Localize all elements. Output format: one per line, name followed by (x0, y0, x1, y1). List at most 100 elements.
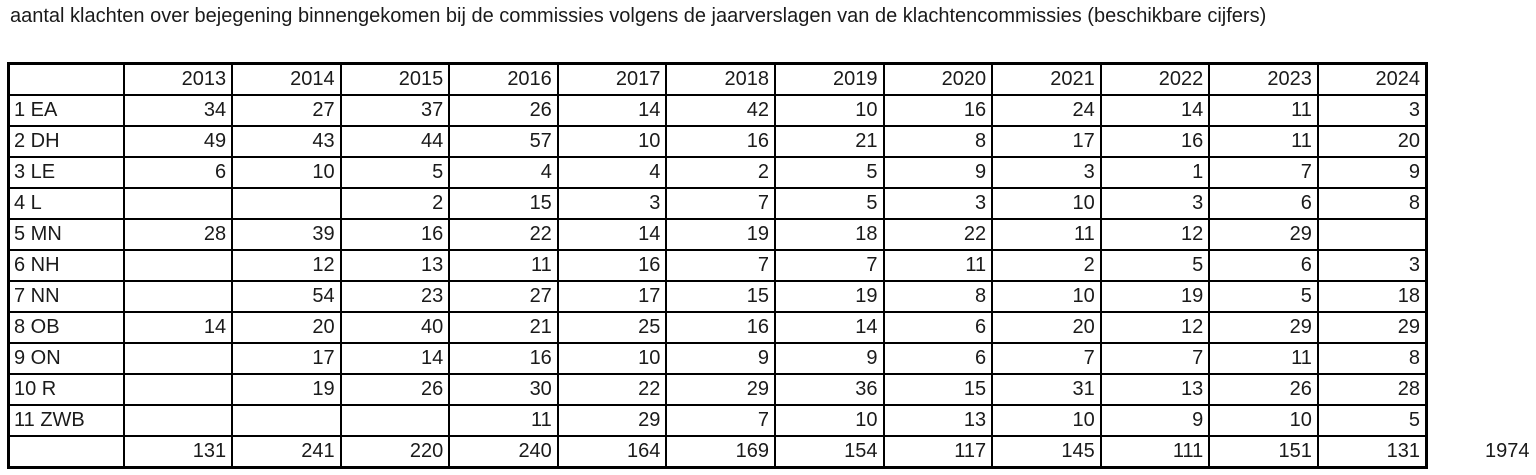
total-cell: 117 (882, 435, 994, 469)
value-cell: 17 (231, 342, 342, 375)
value-cell: 16 (556, 249, 668, 282)
year-header-2013: 2013 (122, 62, 234, 96)
row-label: 1 EA (7, 94, 125, 127)
value-cell: 54 (231, 280, 342, 313)
value-cell: 39 (231, 218, 342, 251)
value-cell: 10 (773, 404, 885, 437)
value-cell: 20 (1316, 125, 1428, 158)
value-cell: 5 (1208, 280, 1319, 313)
value-cell: 11 (1208, 94, 1319, 127)
value-cell: 7 (773, 249, 885, 282)
value-cell: 11 (448, 404, 559, 437)
value-cell: 25 (556, 311, 668, 344)
value-cell: 10 (991, 404, 1102, 437)
value-cell: 2 (991, 249, 1102, 282)
year-header-2023: 2023 (1208, 62, 1319, 96)
value-cell: 9 (1316, 156, 1428, 189)
value-cell: 26 (1208, 373, 1319, 406)
value-cell: 6 (122, 156, 234, 189)
page-title: aantal klachten over bejegening binnenge… (10, 5, 1267, 27)
year-header-2015: 2015 (339, 62, 451, 96)
value-cell: 22 (448, 218, 559, 251)
total-cell: 111 (1099, 435, 1211, 469)
row-label: 2 DH (7, 125, 125, 158)
value-cell: 7 (665, 249, 776, 282)
value-cell: 8 (882, 125, 994, 158)
value-cell: 3 (991, 156, 1102, 189)
value-cell (122, 249, 234, 282)
value-cell: 10 (773, 94, 885, 127)
value-cell: 6 (1208, 249, 1319, 282)
value-cell (231, 404, 342, 437)
value-cell: 21 (773, 125, 885, 158)
value-cell: 15 (665, 280, 776, 313)
value-cell: 6 (1208, 187, 1319, 220)
value-cell: 10 (991, 187, 1102, 220)
value-cell: 13 (1099, 373, 1211, 406)
value-cell: 9 (665, 342, 776, 375)
value-cell: 5 (1099, 249, 1211, 282)
value-cell: 30 (448, 373, 559, 406)
year-header-2017: 2017 (556, 62, 668, 96)
value-cell: 17 (556, 280, 668, 313)
value-cell: 5 (339, 156, 451, 189)
table-row: 2 DH 49 43 44 57 10 16 21 8 17 16 11 20 (7, 125, 1428, 158)
table-row: 11 ZWB 11 29 7 10 13 10 9 10 5 (7, 404, 1428, 437)
value-cell: 16 (339, 218, 451, 251)
value-cell: 10 (991, 280, 1102, 313)
total-cell: 164 (556, 435, 668, 469)
value-cell: 3 (1316, 249, 1428, 282)
value-cell: 44 (339, 125, 451, 158)
year-header-2018: 2018 (665, 62, 776, 96)
row-label: 6 NH (7, 249, 125, 282)
value-cell: 9 (1099, 404, 1211, 437)
row-label: 3 LE (7, 156, 125, 189)
total-cell: 131 (1316, 435, 1428, 469)
value-cell: 12 (1099, 311, 1211, 344)
value-cell (339, 404, 451, 437)
value-cell: 12 (231, 249, 342, 282)
value-cell: 22 (882, 218, 994, 251)
total-cell: 220 (339, 435, 451, 469)
value-cell: 16 (665, 311, 776, 344)
year-header-2021: 2021 (991, 62, 1102, 96)
value-cell: 5 (773, 187, 885, 220)
value-cell: 15 (882, 373, 994, 406)
value-cell: 7 (1099, 342, 1211, 375)
value-cell: 19 (1099, 280, 1211, 313)
value-cell: 7 (991, 342, 1102, 375)
value-cell: 34 (122, 94, 234, 127)
value-cell: 20 (991, 311, 1102, 344)
value-cell: 16 (1099, 125, 1211, 158)
year-header-2019: 2019 (773, 62, 885, 96)
value-cell: 19 (773, 280, 885, 313)
value-cell: 21 (448, 311, 559, 344)
complaints-table: 2013 2014 2015 2016 2017 2018 2019 2020 2021 2022… (7, 62, 1428, 469)
value-cell (122, 187, 234, 220)
row-label: 11 ZWB (7, 404, 125, 437)
value-cell: 7 (665, 404, 776, 437)
value-cell: 2 (339, 187, 451, 220)
value-cell: 36 (773, 373, 885, 406)
value-cell: 8 (1316, 342, 1428, 375)
value-cell (231, 187, 342, 220)
value-cell: 10 (556, 342, 668, 375)
value-cell (1316, 218, 1428, 251)
year-header-2020: 2020 (882, 62, 994, 96)
header-row: 2013 2014 2015 2016 2017 2018 2019 2020 2021 2022… (7, 62, 1428, 96)
value-cell (122, 373, 234, 406)
value-cell: 11 (448, 249, 559, 282)
value-cell: 29 (556, 404, 668, 437)
value-cell: 28 (122, 218, 234, 251)
year-header-2022: 2022 (1099, 62, 1211, 96)
total-cell: 240 (448, 435, 559, 469)
row-label: 4 L (7, 187, 125, 220)
value-cell: 7 (1208, 156, 1319, 189)
value-cell: 14 (1099, 94, 1211, 127)
total-cell: 151 (1208, 435, 1319, 469)
value-cell: 16 (882, 94, 994, 127)
totals-row: 131 241 220 240 164 169 154 117 145 111 151 131 (7, 435, 1428, 469)
value-cell: 14 (556, 218, 668, 251)
total-cell: 145 (991, 435, 1102, 469)
value-cell: 37 (339, 94, 451, 127)
